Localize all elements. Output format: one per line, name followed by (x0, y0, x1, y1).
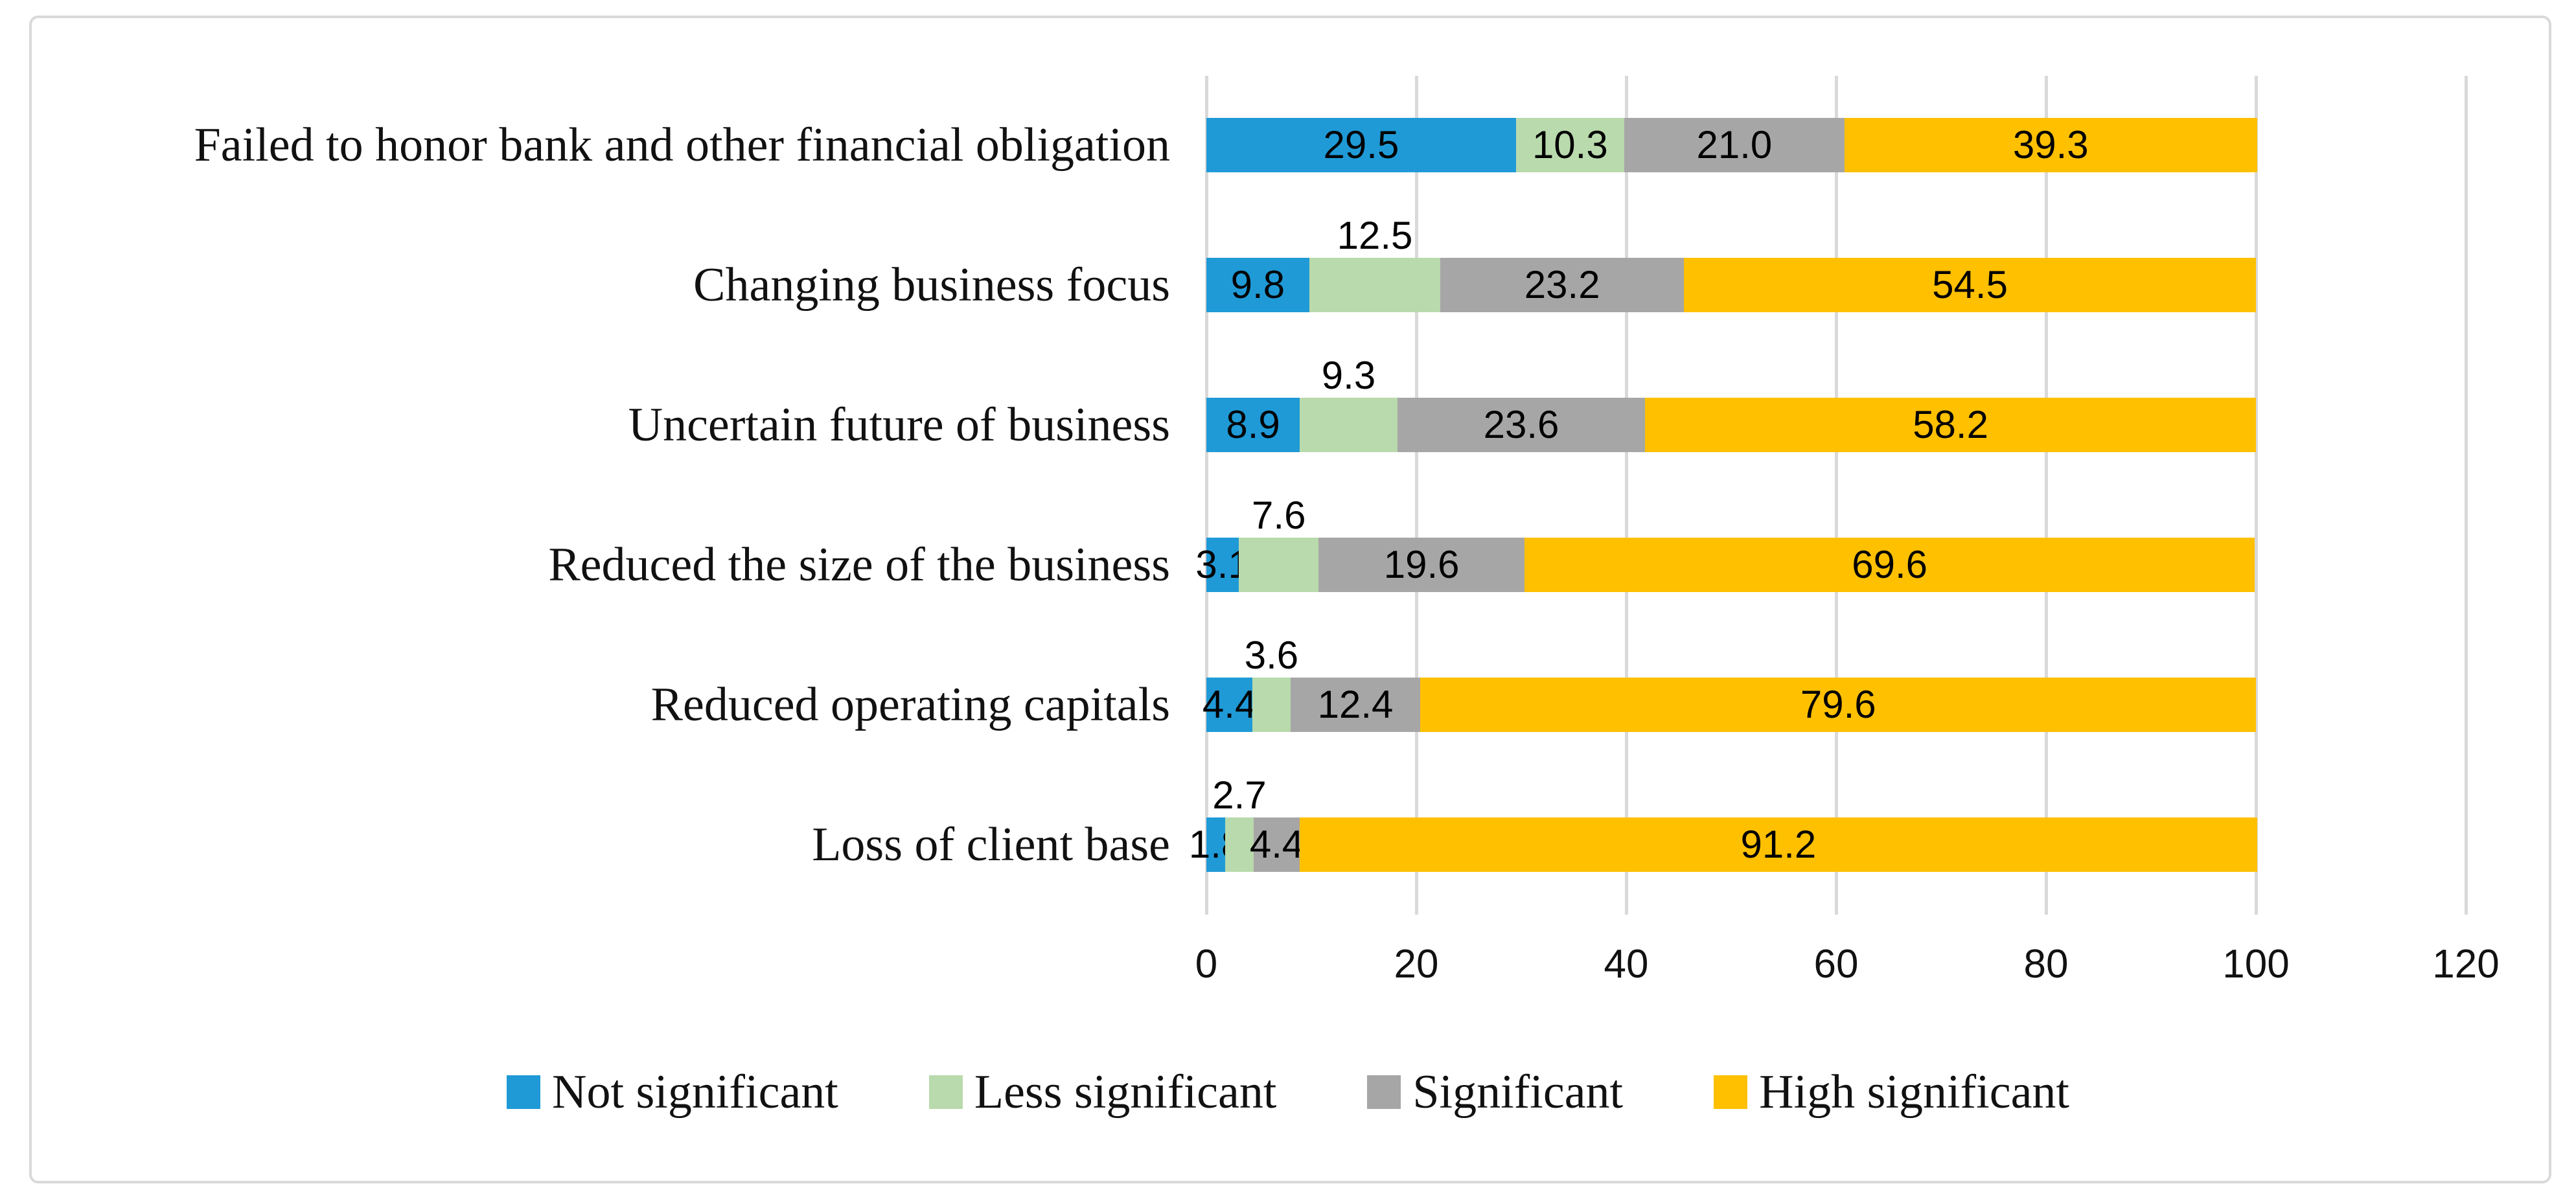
x-axis-tick-label: 40 (1604, 942, 1649, 987)
legend-item: Significant (1367, 1068, 1623, 1116)
legend-swatch-icon (928, 1075, 963, 1109)
gridline (1414, 76, 1418, 915)
legend-item: Not significant (507, 1068, 838, 1116)
bar-segment (1318, 538, 1524, 592)
category-label: Loss of client base (812, 818, 1170, 871)
gridline (1624, 76, 1628, 915)
category-label: Reduced the size of the business (548, 538, 1170, 591)
bar-segment (1290, 678, 1421, 732)
value-label: 54.5 (1932, 263, 2008, 306)
legend-item: High significant (1714, 1068, 2069, 1116)
bar-segment (1206, 258, 1309, 312)
value-label: 91.2 (1740, 823, 1817, 866)
value-label: 7.6 (1252, 494, 1306, 537)
legend-label: Not significant (552, 1066, 838, 1119)
bar-segment (1524, 538, 2255, 592)
value-label: 3.6 (1244, 634, 1299, 677)
bar-segment (1206, 398, 1300, 452)
bar-segment (1253, 817, 1300, 872)
bar-segment (1206, 538, 1239, 592)
value-label: 10.3 (1532, 123, 1608, 166)
bar-segment (1440, 258, 1685, 312)
bar-segment (1420, 678, 2256, 732)
bar-segment (1309, 258, 1441, 312)
x-axis-tick-label: 80 (2023, 942, 2069, 987)
bar-segment (1645, 398, 2256, 452)
value-label: 12.5 (1337, 214, 1413, 257)
bar-segment (1300, 398, 1397, 452)
value-label: 9.8 (1230, 263, 1285, 306)
bar-segment (1397, 398, 1646, 452)
bar-segment (1239, 538, 1319, 592)
value-label: 58.2 (1913, 403, 1988, 446)
gridline (1204, 76, 1208, 915)
chart-legend: Not significant Less significant Significa… (0, 1068, 2576, 1117)
x-axis-tick-label: 120 (2432, 942, 2500, 987)
bar-segment (1300, 817, 2257, 872)
x-axis-tick-label: 100 (2222, 942, 2290, 987)
value-label: 19.6 (1383, 543, 1460, 586)
bar-segment (1206, 817, 1226, 872)
legend-swatch-icon (1367, 1075, 1401, 1109)
legend-swatch-icon (507, 1075, 540, 1109)
legend-item: Less significant (928, 1066, 1277, 1119)
value-label: 23.2 (1524, 263, 1600, 306)
value-label: 4.4 (1249, 823, 1304, 866)
value-label: 69.6 (1852, 543, 1927, 586)
value-label: 29.5 (1323, 123, 1399, 166)
legend-label: Significant (1412, 1066, 1624, 1119)
bar-segment (1684, 258, 2256, 312)
value-label: 8.9 (1226, 403, 1280, 446)
value-label: 2.7 (1212, 773, 1267, 817)
gridline (1834, 76, 1838, 915)
legend-label: Less significant (974, 1066, 1277, 1119)
category-label: Failed to honor bank and other financial… (194, 119, 1170, 172)
bar-segment (1225, 817, 1254, 872)
bar-segment (1206, 678, 1253, 732)
category-label: Changing business focus (693, 258, 1170, 312)
gridline (2464, 76, 2468, 915)
x-axis-tick-label: 60 (1813, 942, 1859, 987)
value-label: 21.0 (1696, 123, 1773, 166)
x-axis-tick-label: 0 (1195, 942, 1218, 987)
x-axis-tick-label: 20 (1394, 942, 1439, 987)
bar-segment (1206, 118, 1516, 172)
value-label: 79.6 (1800, 683, 1876, 726)
bar-segment (1624, 118, 1845, 172)
gridline (2044, 76, 2048, 915)
figure-border (29, 16, 2551, 1183)
value-label: 23.6 (1483, 403, 1559, 446)
category-label: Uncertain future of business (628, 398, 1170, 451)
bar-segment (1252, 678, 1291, 732)
bar-segment (1515, 118, 1624, 172)
legend-label: High significant (1759, 1066, 2069, 1119)
legend-swatch-icon (1714, 1075, 1748, 1109)
gridline (2254, 76, 2258, 915)
value-label: 4.4 (1202, 683, 1257, 726)
value-label: 12.4 (1317, 683, 1394, 726)
bar-segment (1844, 118, 2257, 172)
category-label: Reduced operating capitals (650, 678, 1170, 731)
value-label: 39.3 (2012, 123, 2089, 166)
value-label: 9.3 (1321, 354, 1376, 397)
